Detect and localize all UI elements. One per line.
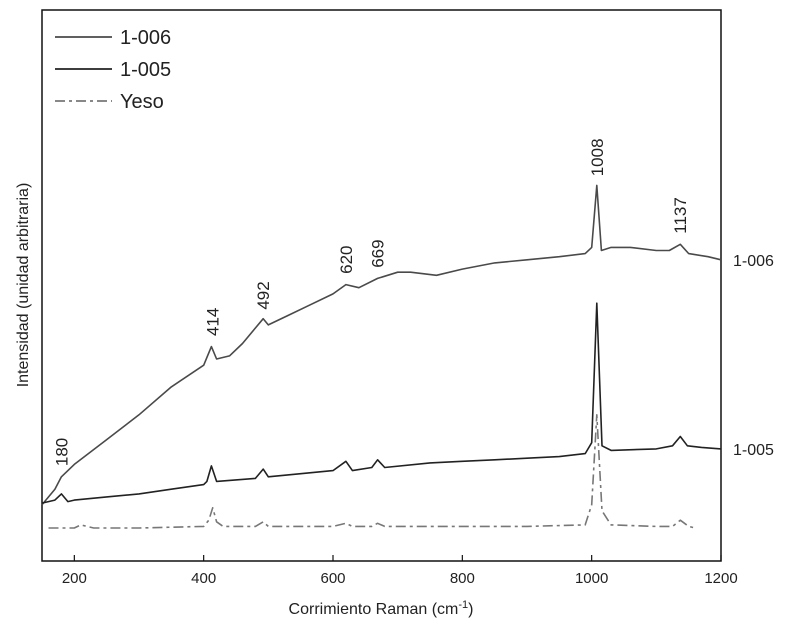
peak-label-1137: 1137 — [671, 197, 690, 234]
legend-label-Yeso: Yeso — [120, 91, 164, 113]
peak-label-669: 669 — [369, 239, 388, 267]
peak-label-1008: 1008 — [588, 138, 607, 176]
legend-label-1-005: 1-005 — [120, 59, 171, 81]
peak-label-180: 180 — [52, 438, 71, 466]
series-line-Yeso — [48, 413, 696, 529]
y-axis-title: Intensidad (unidad arbitraria) — [15, 183, 32, 388]
x-axis-title-exponent: -1 — [458, 599, 468, 611]
x-tick-label-1000: 1000 — [575, 570, 608, 587]
peak-label-620: 620 — [337, 245, 356, 273]
series-line-1-006 — [41, 184, 722, 506]
legend: 1-006 1-005 Yeso — [55, 27, 171, 113]
x-tick-label-800: 800 — [450, 570, 475, 587]
side-label-1-005: 1-005 — [733, 442, 774, 459]
series-line-1-005 — [41, 302, 722, 504]
x-axis-ticks: 200 400 600 800 1000 1200 — [62, 555, 738, 587]
legend-label-1-006: 1-006 — [120, 27, 171, 49]
side-label-1-006: 1-006 — [733, 253, 774, 270]
series-side-labels: 1-006 1-005 — [733, 253, 774, 459]
x-tick-label-200: 200 — [62, 570, 87, 587]
x-axis-title-close: ) — [468, 601, 473, 618]
x-tick-label-1200: 1200 — [704, 570, 737, 587]
peak-label-492: 492 — [254, 281, 273, 309]
peak-labels: 180 414 492 620 669 1008 1137 — [52, 138, 690, 466]
x-tick-label-600: 600 — [320, 570, 345, 587]
x-axis-title: Corrimiento Raman (cm-1) — [289, 599, 474, 618]
peak-label-414: 414 — [204, 308, 223, 336]
x-axis-title-main: Corrimiento Raman (cm — [289, 601, 459, 618]
x-tick-label-400: 400 — [191, 570, 216, 587]
plot-frame — [41, 9, 722, 562]
series-layer — [41, 184, 722, 529]
